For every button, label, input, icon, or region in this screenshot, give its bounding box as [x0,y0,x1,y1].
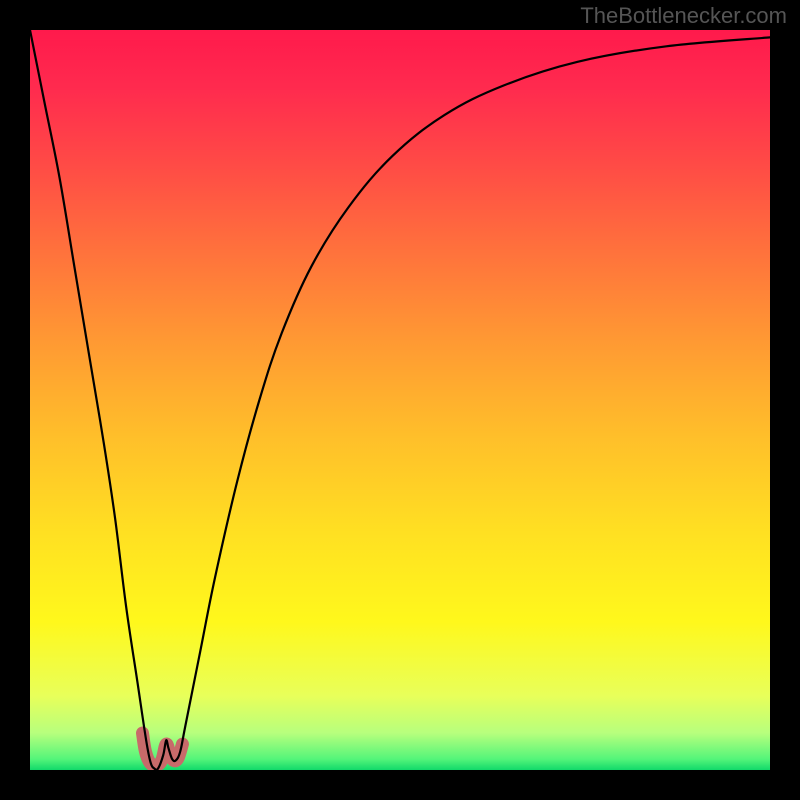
plot-area [30,30,770,770]
bottleneck-chart [0,0,800,800]
stage: TheBottlenecker.com [0,0,800,800]
watermark-text: TheBottlenecker.com [580,3,787,29]
